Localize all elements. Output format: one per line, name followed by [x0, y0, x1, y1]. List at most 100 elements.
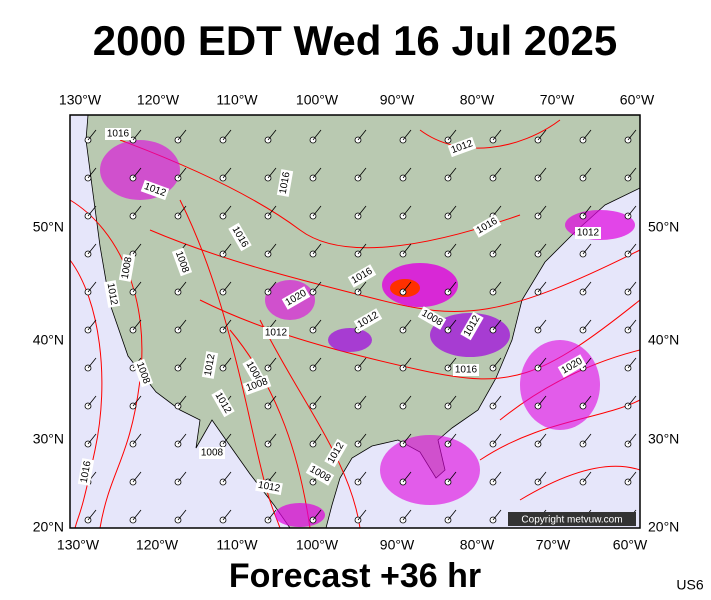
wind-barb	[357, 129, 367, 141]
wind-barb	[627, 471, 637, 483]
isobar-label: 1016	[107, 129, 130, 140]
forecast: Forecast +36 hr	[229, 557, 481, 595]
map-code: US6	[676, 577, 703, 593]
lon-label-bottom: 100°W	[296, 537, 339, 553]
isobar-label-box	[201, 351, 219, 379]
wind-barb	[492, 205, 502, 217]
wind-barb	[582, 395, 592, 407]
wind-barb	[132, 281, 142, 293]
wind-barb	[627, 281, 637, 293]
wind-barb	[402, 281, 412, 293]
isobar-label-box	[132, 358, 154, 388]
wind-barb	[492, 167, 502, 179]
isobar-label-group: 1016	[105, 128, 131, 140]
lon-label-bottom: 80°W	[460, 537, 495, 553]
wind-barb	[177, 395, 187, 407]
isobar-label-box	[77, 458, 95, 486]
isobar-label-box	[447, 136, 477, 158]
wind-barb	[537, 129, 547, 141]
wind-barb	[357, 395, 367, 407]
wind-barb	[627, 433, 637, 445]
wind-barb	[357, 243, 367, 255]
wind-barb	[222, 471, 232, 483]
wind-barb	[132, 243, 142, 255]
isobar-label: 1008	[201, 448, 224, 459]
wind-barb	[357, 433, 367, 445]
labels: 130°W 120°W 110°W 100°W 90°W 80°W 70°W 60°W 130°…	[33, 92, 680, 553]
wind-barb	[267, 433, 277, 445]
isobar-label-box	[347, 264, 377, 288]
isobar-label-box	[255, 478, 283, 496]
wind-barb	[627, 395, 637, 407]
lat-label-right: 20°N	[648, 519, 679, 535]
wind-barb	[582, 243, 592, 255]
isobar-label-box	[103, 280, 121, 308]
wind-barb	[312, 509, 322, 521]
isobar-label-box	[324, 438, 348, 468]
isobar-label-box	[118, 254, 136, 282]
wind-barb	[537, 433, 547, 445]
isobar-label: 1012	[105, 282, 120, 306]
lon-label-top: 120°W	[137, 92, 180, 108]
wind-barb	[582, 471, 592, 483]
isobar-label: 1008	[120, 256, 135, 280]
wind-barb	[312, 319, 322, 331]
isobar-label-group: 1008	[199, 447, 225, 459]
isobar-label-group: 1016	[77, 458, 95, 486]
wind-barb	[132, 433, 142, 445]
wind-barb	[492, 509, 502, 521]
wind-barb	[537, 357, 547, 369]
wind-barb	[492, 129, 502, 141]
lon-label-top: 110°W	[216, 92, 258, 108]
lat-label-left: 50°N	[33, 219, 64, 235]
wind-barb	[402, 395, 412, 407]
wind-barb	[447, 395, 457, 407]
isobar-label-box	[557, 354, 587, 378]
copyright-box	[508, 512, 636, 526]
wind-barb	[87, 167, 97, 179]
wind-barb	[267, 243, 277, 255]
wind-barb	[312, 129, 322, 141]
wind-barb	[447, 129, 457, 141]
wind-barb	[177, 509, 187, 521]
isobar-label-box	[105, 128, 131, 140]
isobar-label-box	[281, 286, 311, 310]
wind-barb	[582, 205, 592, 217]
wind-barb	[177, 167, 187, 179]
wind-barb	[447, 357, 457, 369]
isobar-label-group: 1016	[276, 169, 294, 197]
wind-barb	[87, 205, 97, 217]
lat-label-left: 30°N	[33, 431, 64, 447]
wind-barb	[537, 243, 547, 255]
wind-barb	[627, 167, 637, 179]
wind-barb	[177, 471, 187, 483]
lat-label-right: 30°N	[648, 431, 679, 447]
wind-barb	[492, 243, 502, 255]
isobar-label: 1012	[577, 228, 600, 239]
isobar-label-group: 1012	[201, 351, 219, 379]
wind-barb	[537, 281, 547, 293]
isobar-label: 1016	[455, 365, 478, 376]
wind-barb	[357, 471, 367, 483]
wind-barb	[537, 167, 547, 179]
wind-barb	[312, 357, 322, 369]
wind-barb	[177, 357, 187, 369]
wind-barb	[537, 395, 547, 407]
wind-barb	[87, 357, 97, 369]
wind-barb	[447, 319, 457, 331]
isobar-label-group: 1012	[255, 478, 283, 496]
isobar-label-group: 1012	[263, 327, 289, 339]
lat-label-right: 40°N	[648, 332, 679, 348]
copyright: Copyright metvuw.com	[521, 515, 622, 526]
lon-label-top: 60°W	[620, 92, 655, 108]
wind-barb	[222, 129, 232, 141]
lon-label-bottom: 120°W	[136, 537, 179, 553]
wind-barb	[402, 509, 412, 521]
lon-label-bottom: 90°W	[380, 537, 415, 553]
isobar-label-box	[263, 327, 289, 339]
wind-barb	[132, 395, 142, 407]
wind-barb	[132, 509, 142, 521]
lon-label-top: 70°W	[540, 92, 575, 108]
